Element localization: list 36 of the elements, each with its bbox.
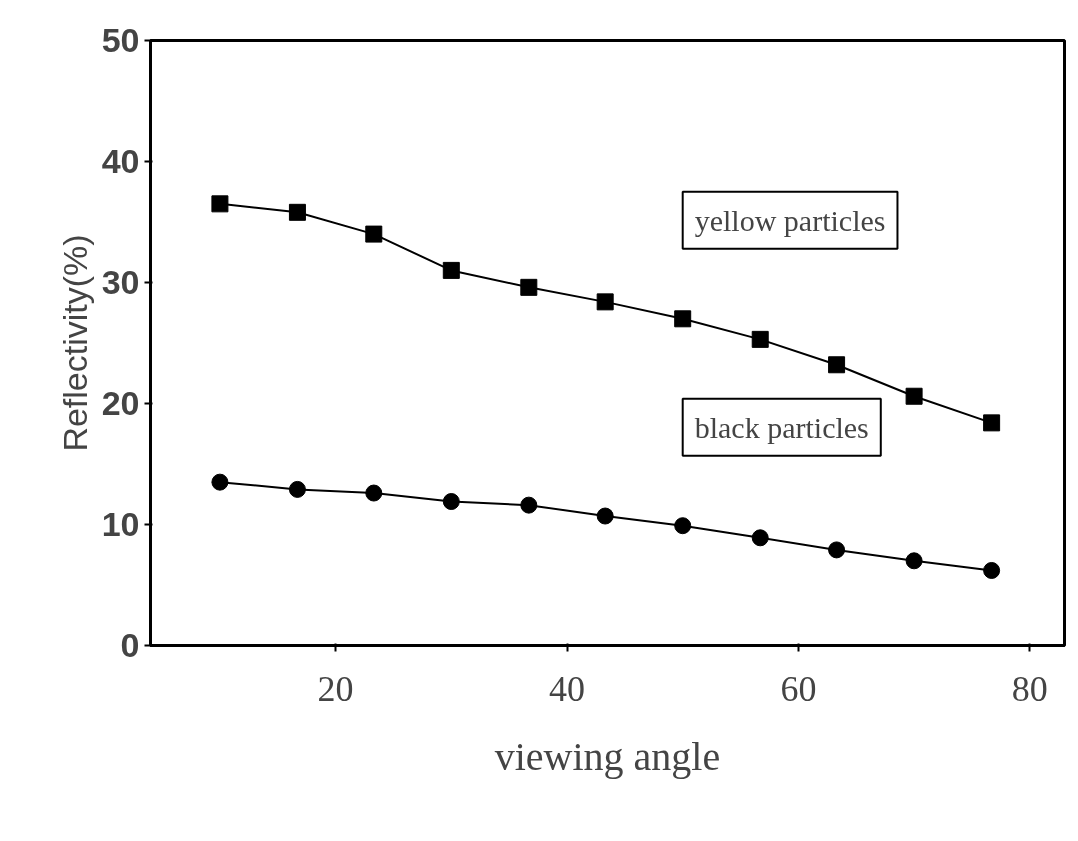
- x-tick-label: 80: [1011, 668, 1048, 709]
- point: [983, 562, 1001, 579]
- y-tick-label: 0: [120, 626, 140, 664]
- point: [596, 507, 614, 525]
- point: [365, 225, 383, 243]
- y-tick-label: 10: [101, 505, 140, 543]
- point: [828, 356, 846, 374]
- x-axis-title: viewing angle: [494, 733, 721, 779]
- y-axis-title: Reflectivity(%): [55, 234, 94, 452]
- point: [520, 496, 538, 514]
- x-tick-label: 40: [549, 668, 586, 709]
- point: [828, 541, 846, 559]
- y-tick-label: 40: [101, 142, 140, 180]
- x-tick-label: 60: [780, 668, 817, 709]
- point: [288, 203, 306, 221]
- point: [442, 261, 460, 279]
- point: [674, 517, 692, 535]
- point: [211, 195, 229, 213]
- point: [442, 493, 460, 510]
- point: [520, 278, 538, 296]
- y-tick-label: 50: [101, 21, 140, 59]
- point: [596, 293, 614, 311]
- point: [365, 484, 383, 502]
- y-tick-label: 30: [101, 263, 140, 301]
- y-tick-label: 20: [101, 384, 140, 422]
- point: [288, 480, 306, 498]
- point: [983, 414, 1001, 432]
- text: black particles: [694, 410, 869, 444]
- x-tick-label: 20: [317, 668, 354, 709]
- point: [211, 473, 229, 491]
- text: yellow particles: [694, 203, 886, 237]
- point: [674, 310, 692, 328]
- point: [751, 330, 769, 348]
- point: [751, 529, 769, 547]
- point: [905, 552, 923, 570]
- point: [905, 387, 923, 405]
